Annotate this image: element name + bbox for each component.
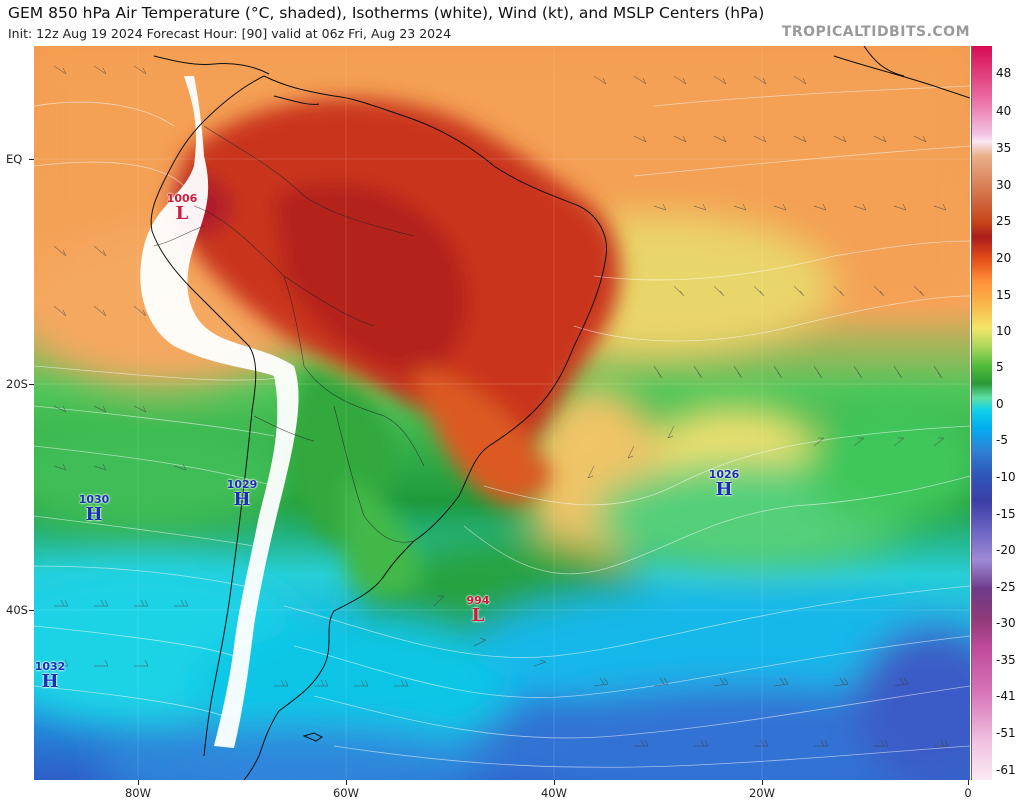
lat-tick (29, 159, 34, 160)
pressure-center-high: 1026 H (709, 469, 740, 499)
pressure-center-low: 1006 L (167, 193, 198, 223)
colorbar-label: -30 (996, 616, 1016, 630)
lon-tick (968, 780, 969, 785)
lon-tick (762, 780, 763, 785)
lat-label: 20S (6, 377, 28, 391)
graticule (34, 46, 970, 780)
lon-label: 20W (748, 786, 776, 800)
pressure-center-high: 1032 H (35, 661, 66, 691)
colorbar-label: 35 (996, 141, 1012, 155)
colorbar-label: 15 (996, 288, 1012, 302)
high-symbol: H (85, 504, 103, 525)
lon-label: 60W (332, 786, 360, 800)
colorbar-label: -35 (996, 653, 1016, 667)
pressure-center-low: 994 L (467, 595, 490, 625)
brand-watermark: TROPICALTIDBITS.COM (781, 24, 970, 40)
temperature-colorbar (971, 46, 992, 780)
colorbar-label: -41 (996, 689, 1016, 703)
map-subtitle: Init: 12z Aug 19 2024 Forecast Hour: [90… (8, 26, 452, 41)
lat-tick (29, 610, 34, 611)
colorbar-label: 10 (996, 324, 1012, 338)
pressure-center-high: 1029 H (227, 479, 258, 509)
lat-tick (29, 384, 34, 385)
map-title: GEM 850 hPa Air Temperature (°C, shaded)… (8, 4, 765, 22)
lon-tick (346, 780, 347, 785)
colorbar-label: -25 (996, 580, 1016, 594)
lon-label: 80W (124, 786, 152, 800)
lat-label: 40S (6, 603, 28, 617)
colorbar-label: 5 (996, 360, 1004, 374)
colorbar-label: -20 (996, 543, 1016, 557)
colorbar-label: 40 (996, 104, 1012, 118)
colorbar-label: -10 (996, 470, 1016, 484)
pressure-value: 1029 (226, 478, 258, 491)
lat-label: EQ (6, 152, 23, 166)
high-symbol: H (715, 479, 733, 500)
high-symbol: H (41, 671, 59, 692)
low-symbol: L (175, 203, 189, 224)
colorbar-label: -5 (996, 433, 1008, 447)
pressure-value: 1026 (708, 468, 740, 481)
pressure-center-high: 1030 H (79, 494, 110, 524)
map-canvas (34, 46, 970, 780)
pressure-value: 994 (466, 594, 490, 607)
wind-barbs (53, 65, 949, 747)
lon-label: 40W (540, 786, 568, 800)
temperature-map: 1006 L 1030 H 1029 H 1026 H 994 L 1032 H (34, 46, 970, 780)
lon-label: 0 (964, 786, 972, 800)
colorbar-label: 30 (996, 178, 1012, 192)
low-symbol: L (471, 605, 485, 626)
colorbar-label: 48 (996, 66, 1012, 80)
colorbar-label: -15 (996, 507, 1016, 521)
colorbar-label: -61 (996, 763, 1016, 777)
coastlines (150, 46, 970, 780)
terrain-mask (140, 76, 299, 748)
continent-heat (174, 98, 621, 598)
high-symbol: H (233, 489, 251, 510)
country-borders (153, 125, 425, 543)
colorbar-label: 0 (996, 397, 1004, 411)
colorbar-label: 20 (996, 251, 1012, 265)
isotherms (34, 85, 970, 768)
pressure-value: 1032 (34, 660, 66, 673)
lon-tick (138, 780, 139, 785)
colorbar-label: -51 (996, 726, 1016, 740)
pressure-value: 1006 (166, 192, 198, 205)
lon-tick (554, 780, 555, 785)
pressure-value: 1030 (78, 493, 110, 506)
colorbar-label: 25 (996, 214, 1012, 228)
